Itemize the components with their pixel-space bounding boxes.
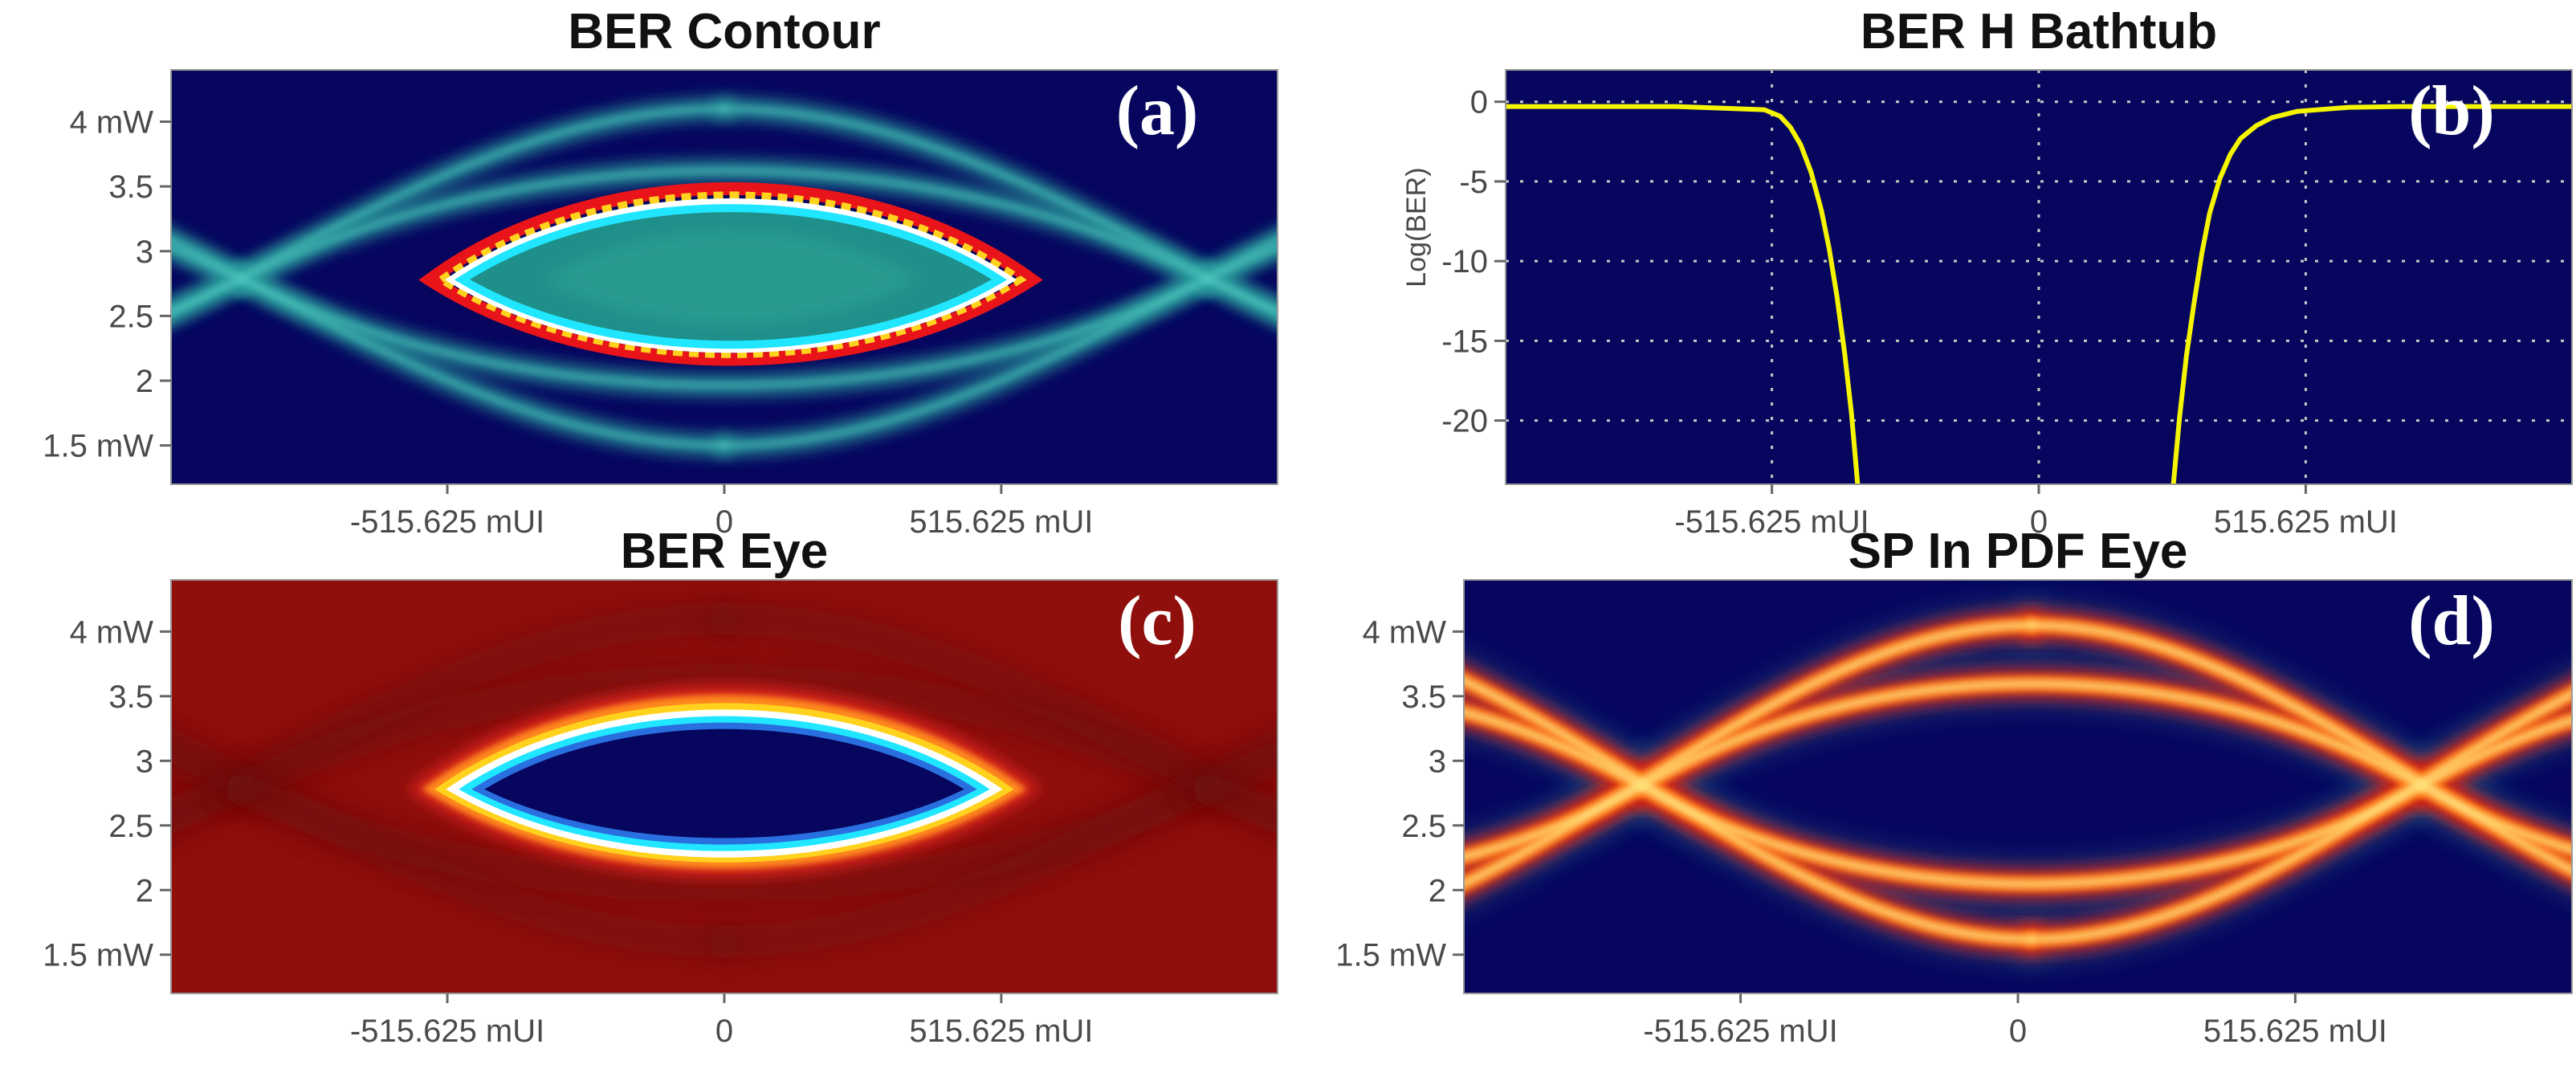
plot-area: [171, 70, 1278, 484]
y-tick-label: 4 mW: [70, 105, 154, 141]
plot-area: [171, 580, 1278, 993]
panel-a: BER Contour 4 mW 3.5 3 2.5 2 1.5 mW -515.625 mU…: [43, 4, 1278, 540]
y-tick-label: 2.5: [1401, 809, 1446, 844]
y-tick-label: -5: [1459, 165, 1488, 200]
bathtub-curve: [2170, 104, 2572, 484]
y-tick-label: 3: [136, 235, 153, 270]
x-tick-label: 0: [715, 1014, 733, 1049]
ber-eye-center: [484, 728, 964, 838]
x-tick-label: -515.625 mUI: [1643, 1014, 1837, 1049]
y-tick-label: 2: [136, 364, 153, 399]
plot-area: [1464, 580, 2572, 993]
x-tick-label: 515.625 mUI: [909, 504, 1093, 540]
pdf-trace-core: [1638, 783, 2425, 887]
y-tick-label: 3.5: [1401, 679, 1446, 715]
pdf-trace-core: [1464, 677, 2035, 943]
pdf-trace-core: [1638, 680, 2425, 790]
y-tick-label: 3.5: [108, 169, 153, 205]
x-tick-label: -515.625 mUI: [350, 1014, 544, 1049]
contour-outer: [418, 182, 1043, 366]
x-tick-label: 0: [2009, 1014, 2027, 1049]
plot-background: [1506, 70, 2572, 484]
panel-c: BER Eye 4 mW 3.5 3 2.5 2 1.5 mW -515.625 mUI 0 51…: [43, 524, 1278, 1049]
signal-trace-core: [237, 276, 1212, 389]
pdf-trace-core: [1464, 708, 1645, 790]
panel-title: BER Contour: [568, 4, 880, 59]
panel-label: (b): [2408, 72, 2495, 150]
signal-trace-core: [237, 167, 1212, 284]
panel-d: SP In PDF Eye 4 mW 3.5 3 2.5 2 1.5 mW -515.625 …: [1335, 524, 2573, 1049]
y-tick-label: 3.5: [108, 679, 153, 715]
y-tick-label: 2: [1429, 873, 1446, 908]
y-tick-label: 4 mW: [1363, 614, 1447, 650]
y-axis-label: Log(BER): [1401, 167, 1432, 287]
pdf-trace-core: [2028, 622, 2572, 874]
x-tick-label: 0: [715, 504, 733, 540]
y-tick-label: 2.5: [108, 809, 153, 844]
contour-yellow: [434, 191, 1027, 358]
ber-shadow: [224, 664, 1225, 806]
y-tick-label: 1.5 mW: [43, 938, 153, 973]
pdf-trace-core: [2418, 783, 2572, 853]
plot-area: [1506, 70, 2572, 484]
y-tick-label: 2.5: [108, 299, 153, 334]
y-tick-label: 1.5 mW: [1335, 938, 1446, 973]
eye-fill: [542, 229, 919, 325]
panel-title: BER Eye: [621, 524, 828, 579]
x-tick-label: -515.625 mUI: [350, 504, 544, 540]
panel-title: BER H Bathtub: [1861, 4, 2217, 59]
pdf-trace-core: [1464, 783, 1645, 861]
y-tick-label: -15: [1441, 324, 1488, 359]
x-tick-label: 515.625 mUI: [909, 1014, 1093, 1049]
y-tick-label: 2: [136, 873, 153, 908]
x-tick-label: 515.625 mUI: [2203, 1014, 2387, 1049]
panel-label: (d): [2408, 582, 2495, 660]
y-tick-label: 3: [1429, 744, 1446, 779]
y-tick-label: 4 mW: [70, 614, 154, 650]
x-tick-label: 0: [2030, 504, 2048, 540]
y-tick-label: 0: [1470, 85, 1488, 120]
x-tick-label: 515.625 mUI: [2214, 504, 2398, 540]
panel-label: (a): [1116, 72, 1199, 150]
panel-b: BER H Bathtub 0 -5 -10 -15 -20 -515.625 mUI 0 51…: [1401, 4, 2573, 540]
bathtub-curve: [1506, 104, 1861, 484]
contour-white: [444, 198, 1017, 353]
y-tick-label: 3: [136, 744, 153, 779]
pdf-trace-core: [2418, 716, 2572, 790]
y-tick-label: 1.5 mW: [43, 429, 153, 464]
y-tick-label: -20: [1441, 404, 1488, 439]
y-tick-label: -10: [1441, 244, 1488, 279]
x-tick-label: -515.625 mUI: [1674, 504, 1869, 540]
panel-title: SP In PDF Eye: [1848, 524, 2188, 579]
panel-label: (c): [1118, 582, 1196, 660]
